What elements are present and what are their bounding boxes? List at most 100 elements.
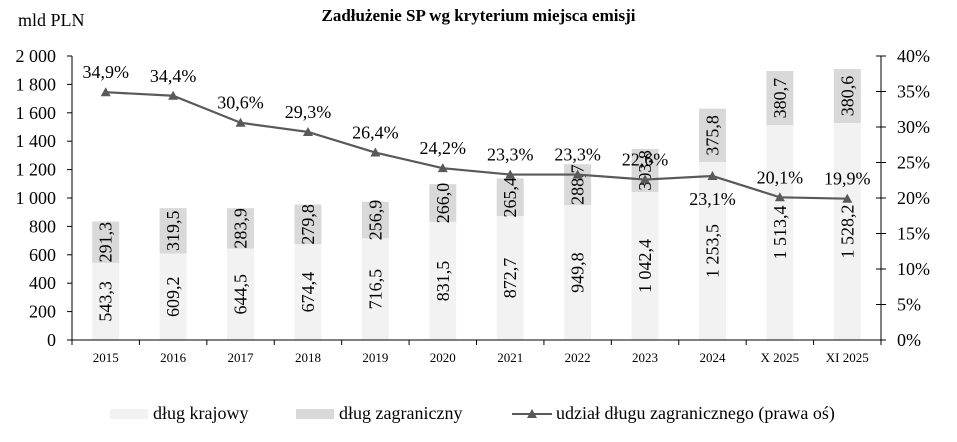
chart-title: Zadłużenie SP wg kryterium miejsca emisj… [321, 6, 636, 25]
line-data-label: 22,6% [622, 150, 669, 170]
triangle-marker-icon [640, 174, 651, 184]
legend-label: dług krajowy [153, 403, 249, 423]
legend-label: udział długu zagranicznego (prawa oś) [556, 403, 835, 423]
bar-label-domestic: 644,5 [231, 274, 251, 315]
bar-label-domestic: 674,4 [298, 272, 318, 313]
y-tick-label-right: 20% [897, 188, 930, 208]
triangle-marker-icon [572, 169, 583, 179]
legend-line-triangle-icon [512, 408, 552, 418]
bar-foreign [92, 221, 120, 263]
triangle-marker-icon [842, 193, 853, 203]
triangle-marker-icon [370, 147, 381, 157]
line-data-label: 19,9% [824, 169, 871, 189]
line-data-label: 30,6% [217, 93, 264, 113]
bar-label-domestic: 543,3 [96, 281, 116, 322]
y-tick-label-left: 1 200 [16, 160, 57, 180]
bar-domestic [496, 216, 524, 340]
bar-label-foreign: 283,9 [231, 208, 251, 249]
bar-label-foreign: 279,8 [298, 204, 318, 245]
x-tick-label: 2016 [160, 350, 187, 365]
triangle-marker-icon [437, 163, 448, 173]
bar-label-foreign: 266,0 [433, 183, 453, 224]
y-tick-label-left: 1 400 [16, 131, 57, 151]
triangle-marker-icon [235, 117, 246, 127]
y-tick-label-left: 400 [29, 273, 56, 293]
y-tick-label-right: 10% [897, 259, 930, 279]
bar-domestic [564, 205, 592, 340]
share-line [105, 91, 848, 200]
y-tick-label-right: 35% [897, 82, 930, 102]
y-tick-label-left: 1 800 [16, 74, 57, 94]
legend-swatch-foreign [296, 408, 334, 419]
triangle-marker-icon [505, 169, 516, 179]
y-tick-label-left: 2 000 [16, 46, 57, 66]
bar-label-foreign: 380,7 [770, 78, 790, 119]
y-tick-label-right: 25% [897, 153, 930, 173]
y-tick-label-left: 800 [29, 216, 56, 236]
bar-domestic [227, 248, 255, 340]
bar-label-domestic: 1 253,5 [702, 224, 722, 278]
bar-foreign [766, 71, 794, 126]
legend-item-foreign-share: udział długu zagranicznego (prawa oś) [512, 403, 835, 424]
bar-label-domestic: 1 513,4 [770, 206, 790, 260]
bar-label-foreign: 303,8 [635, 150, 655, 191]
bar-label-domestic: 1 042,4 [635, 239, 655, 293]
bar-label-foreign: 319,5 [163, 211, 183, 252]
triangle-marker-icon [774, 192, 785, 202]
legend: dług krajowy dług zagraniczny udział dłu… [0, 403, 957, 427]
bar-domestic [92, 262, 120, 340]
bar-foreign [361, 201, 389, 239]
x-tick-label: 2022 [565, 350, 591, 365]
line-data-label: 24,2% [420, 138, 467, 158]
bar-domestic [159, 253, 187, 340]
bar-foreign [429, 184, 457, 222]
line-data-label: 34,9% [82, 62, 129, 82]
bar-foreign [294, 204, 322, 245]
x-tick-label: 2019 [362, 350, 388, 365]
legend-item-foreign-debt: dług zagraniczny [296, 403, 462, 424]
bar-label-domestic: 609,2 [163, 276, 183, 317]
bar-foreign [698, 108, 726, 163]
bar-foreign [496, 178, 524, 217]
triangle-marker-icon [168, 90, 179, 100]
bar-label-foreign: 291,3 [96, 222, 116, 263]
y-tick-label-right: 15% [897, 224, 930, 244]
triangle-marker-icon [100, 87, 111, 97]
x-tick-label: 2017 [228, 350, 255, 365]
x-tick-label: 2015 [93, 350, 119, 365]
bar-domestic [361, 238, 389, 340]
y-axis-unit-label: mld PLN [18, 10, 85, 30]
x-tick-label: 2021 [497, 350, 523, 365]
y-tick-label-right: 0% [897, 330, 921, 350]
y-tick-label-right: 5% [897, 295, 921, 315]
y-tick-label-left: 0 [47, 330, 56, 350]
y-tick-label-right: 30% [897, 117, 930, 137]
bar-label-foreign: 375,8 [702, 115, 722, 156]
bar-label-foreign: 265,4 [500, 177, 520, 218]
line-data-label: 23,3% [554, 145, 601, 165]
bar-foreign [227, 208, 255, 249]
y-tick-label-left: 200 [29, 302, 56, 322]
x-tick-label: 2020 [430, 350, 456, 365]
legend-label: dług zagraniczny [339, 403, 463, 423]
line-data-label: 23,3% [487, 145, 534, 165]
x-tick-label: XI 2025 [826, 350, 869, 365]
y-tick-label-right: 40% [897, 46, 930, 66]
legend-swatch-domestic [110, 408, 148, 419]
bar-label-domestic: 872,7 [500, 258, 520, 299]
line-data-label: 20,1% [757, 167, 804, 187]
x-tick-label: 2018 [295, 350, 321, 365]
x-tick-label: 2023 [632, 350, 658, 365]
y-tick-label-left: 600 [29, 245, 56, 265]
bar-foreign [159, 208, 187, 254]
bar-domestic [294, 244, 322, 340]
bar-label-domestic: 831,5 [433, 261, 453, 302]
triangle-marker-icon [302, 126, 313, 136]
y-tick-label-left: 1 000 [16, 188, 57, 208]
bar-label-foreign: 256,9 [365, 200, 385, 241]
y-tick-label-left: 1 600 [16, 103, 57, 123]
bar-label-domestic: 716,5 [365, 269, 385, 310]
bar-domestic [833, 122, 861, 340]
bar-domestic [631, 191, 659, 340]
